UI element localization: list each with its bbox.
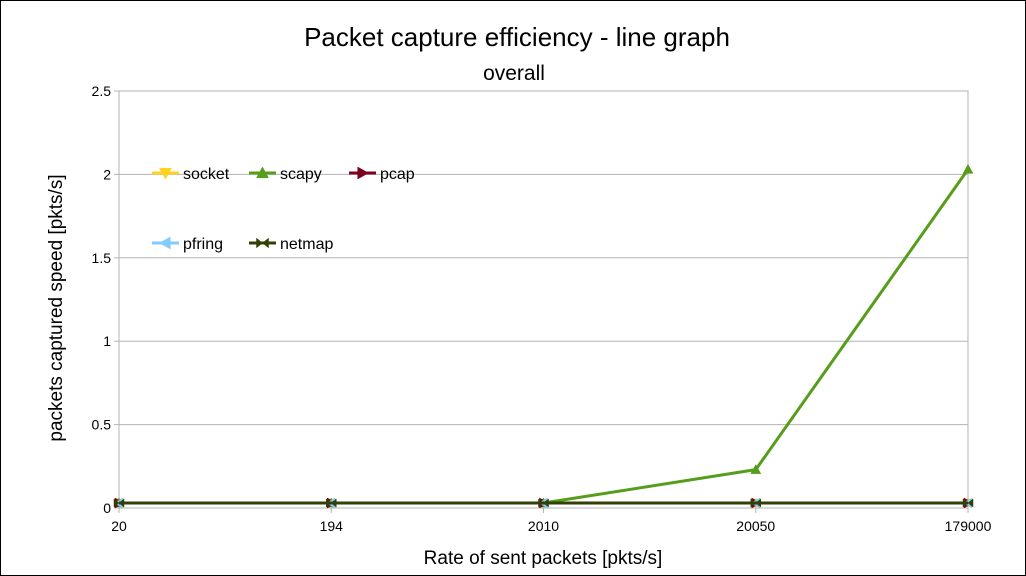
legend-marker bbox=[256, 237, 269, 249]
x-tick-label: 179000 bbox=[945, 518, 992, 534]
legend-item-netmap: netmap bbox=[249, 236, 333, 253]
data-point-netmap bbox=[113, 498, 125, 508]
y-tick-label: 0 bbox=[103, 500, 111, 516]
chart-subtitle: overall bbox=[483, 62, 545, 85]
axes: 0 0.5 1 1.5 2 2.5 20 194 2010 20050 179000 bbox=[92, 83, 992, 534]
legend-marker bbox=[159, 167, 172, 180]
y-tick-label: 1 bbox=[103, 333, 111, 349]
data-point-netmap bbox=[750, 498, 761, 508]
legend-label: scapy bbox=[280, 166, 322, 183]
x-tick-label: 194 bbox=[320, 518, 344, 534]
y-tick-label: 2.5 bbox=[92, 83, 112, 99]
legend-label: netmap bbox=[280, 236, 333, 253]
x-axis-label: Rate of sent packets [pkts/s] bbox=[424, 548, 663, 569]
legend-label: pfring bbox=[183, 236, 223, 253]
plot-area bbox=[118, 90, 969, 509]
x-tick-label: 20 bbox=[111, 518, 127, 534]
legend-item-pcap: pcap bbox=[349, 166, 415, 183]
y-tick-label: 2 bbox=[103, 166, 111, 182]
series-group bbox=[113, 163, 974, 509]
legend-marker bbox=[357, 166, 370, 180]
data-point-scapy bbox=[750, 464, 762, 474]
legend-label: socket bbox=[183, 166, 230, 183]
gridlines bbox=[118, 90, 969, 509]
series-netmap bbox=[113, 498, 974, 508]
x-tick-label: 20050 bbox=[736, 518, 775, 534]
x-tick-label: 2010 bbox=[528, 518, 559, 534]
data-point-scapy bbox=[962, 163, 974, 174]
legend-marker bbox=[256, 166, 269, 179]
legend-item-socket: socket bbox=[152, 166, 230, 183]
chart-title: Packet capture efficiency - line graph bbox=[304, 22, 730, 52]
data-point-netmap bbox=[962, 498, 974, 508]
series-line-scapy bbox=[119, 168, 970, 505]
legend-item-scapy: scapy bbox=[249, 166, 322, 183]
legend-marker bbox=[158, 236, 171, 250]
y-tick-label: 0.5 bbox=[92, 417, 112, 433]
data-point-netmap bbox=[538, 498, 549, 508]
y-axis-label: packets captured speed [pkts/s] bbox=[46, 174, 67, 441]
legend: socket scapy pcap pfring netmap bbox=[152, 166, 415, 253]
data-point-netmap bbox=[326, 498, 337, 508]
y-tick-label: 1.5 bbox=[92, 250, 112, 266]
legend-item-pfring: pfring bbox=[152, 236, 223, 253]
legend-label: pcap bbox=[380, 166, 415, 183]
series-scapy bbox=[113, 163, 974, 508]
